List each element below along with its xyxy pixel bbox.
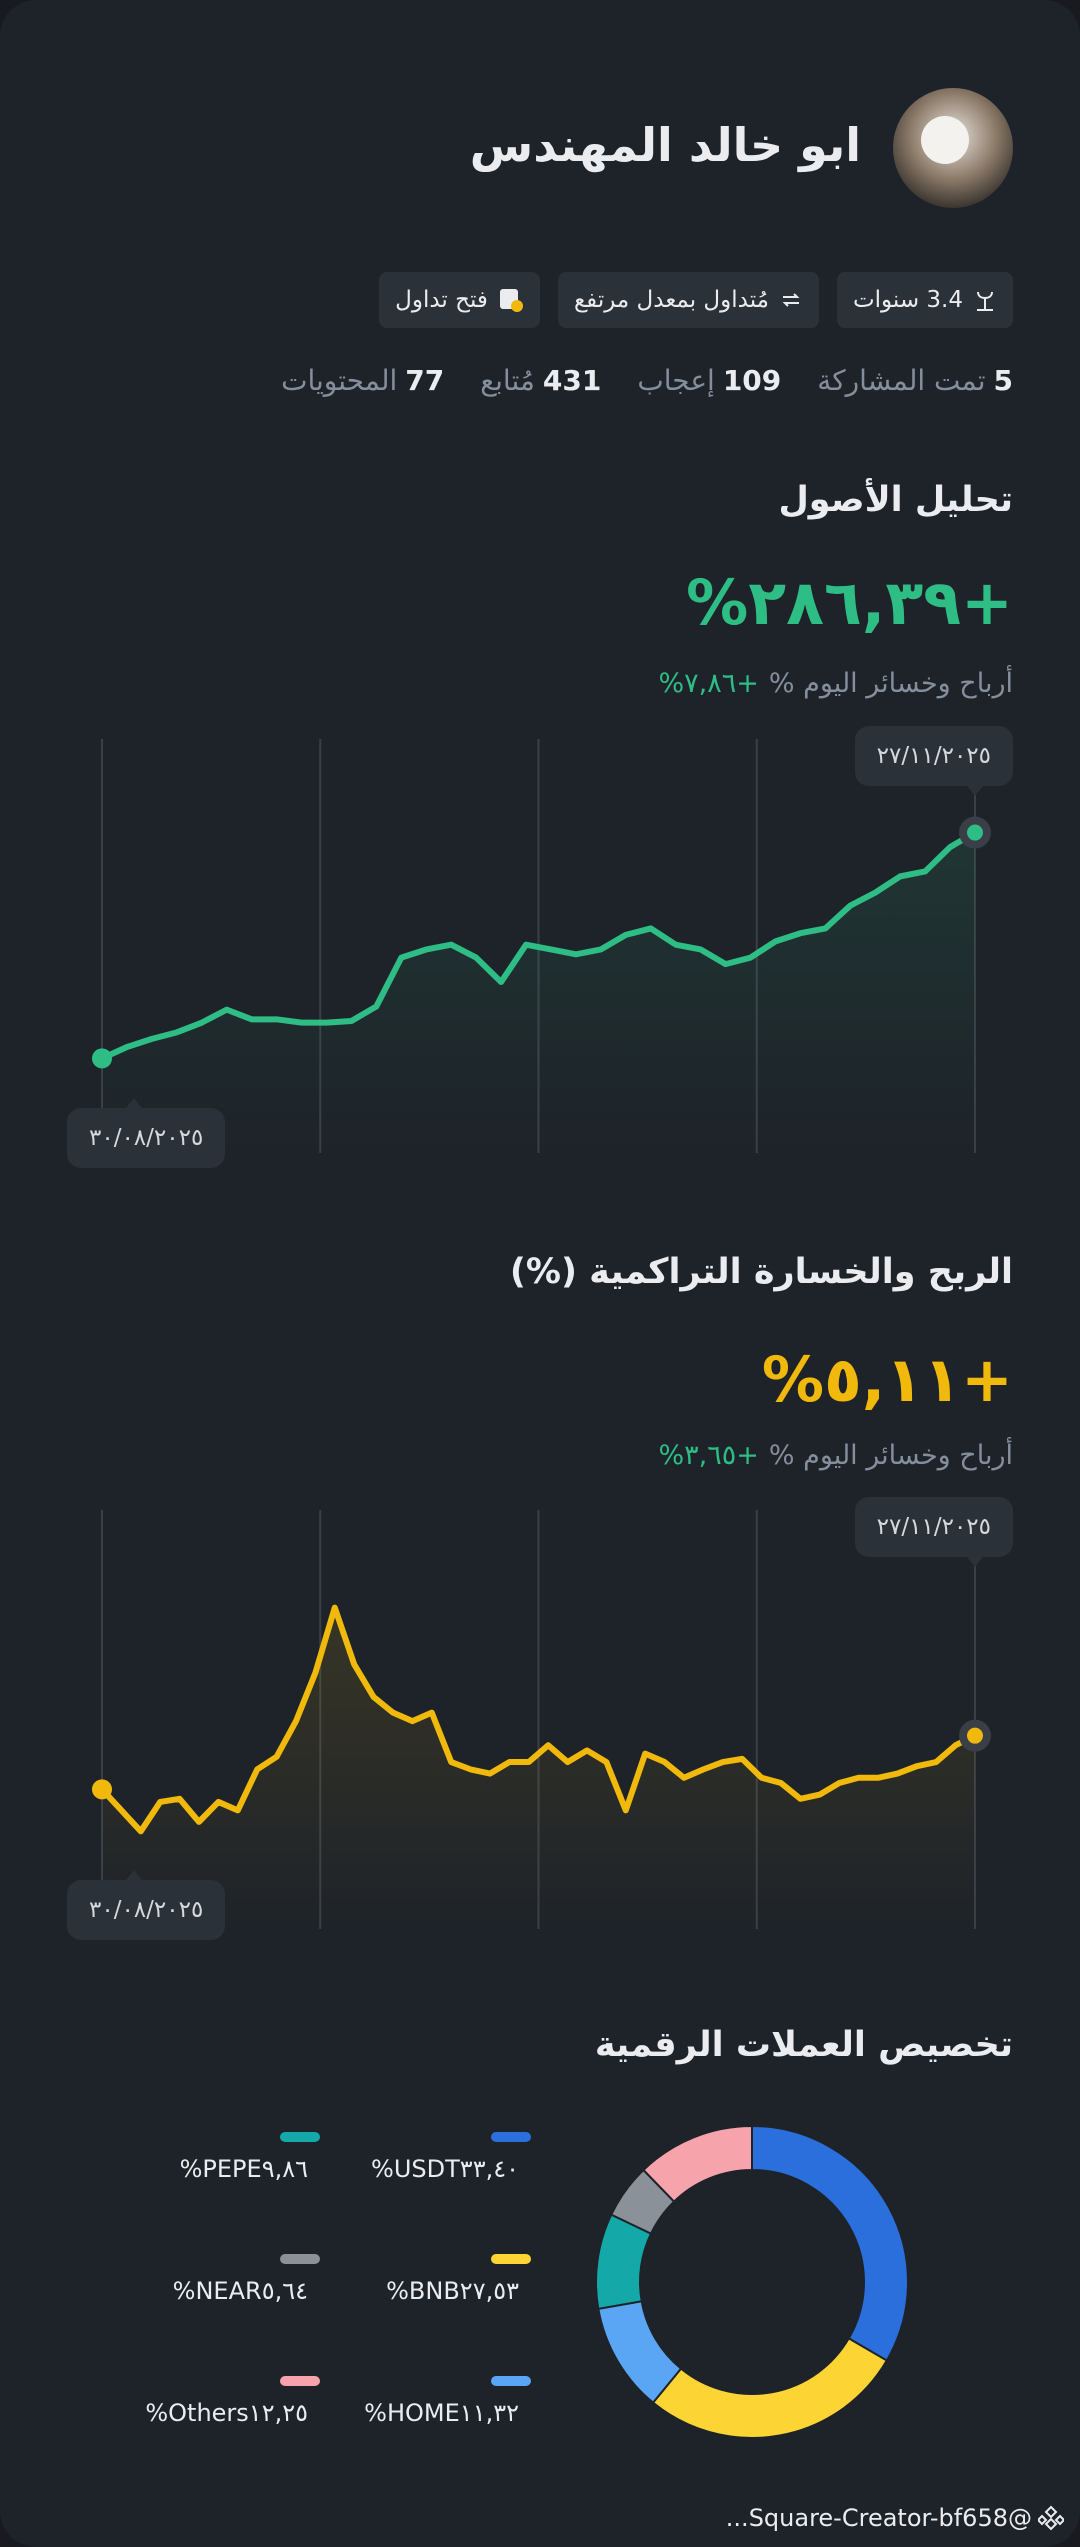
legend-swatch [491,2376,531,2386]
icon [782,293,800,307]
legend-entry: Others١٢,٢٥% [145,2399,320,2427]
end-point [967,824,983,841]
area [102,1607,975,1929]
stat-label: إعجاب [637,364,715,397]
legend-swatch [491,2254,531,2264]
legend-swatch [280,2132,320,2142]
slice [751,2124,910,2362]
pointer [967,786,983,796]
subtitle-text: أرباح وخسائر اليوم % [768,668,1013,699]
icon [499,289,523,312]
stat-value: 109 [722,364,782,397]
subtitle-value: +٣,٦٥% [658,1440,759,1471]
legend-name: USDT [393,2155,460,2183]
pointer [126,1870,142,1880]
subtitle-text: أرباح وخسائر اليوم % [768,1440,1013,1471]
legend-value: ٩,٨٦% [179,2155,308,2183]
badge: مُتداول بمعدل مرتفع [557,272,819,328]
stat-label: تمت المشاركة [817,364,986,397]
start-point [92,1779,112,1800]
badge-text: 3.4 سنوات [852,287,963,313]
stats: 5تمت المشاركة 109إعجاب 431مُتابع 77المحت… [281,364,1013,397]
badges: 3.4 سنوات مُتداول بمعدل مرتفع فتح تداول [379,272,1013,328]
stat: 109إعجاب [637,364,781,397]
stat: 5تمت المشاركة [817,364,1013,397]
profile-name[interactable]: ابو خالد المهندس [469,118,861,172]
legend-value: ١٢,٢٥% [145,2399,308,2427]
icon [977,291,993,311]
legend-entry: HOME١١,٣٢% [364,2399,531,2427]
stat[interactable]: 431مُتابع [480,364,601,397]
pointer [967,1557,983,1567]
legend-swatch [491,2132,531,2142]
headline: +٢٨٦,٣٩% [686,566,1013,639]
stat-value: 77 [405,364,445,397]
section-title: تحليل الأصول [778,480,1013,520]
subtitle: أرباح وخسائر اليوم % +٧,٨٦% [659,668,1013,699]
start-point [92,1048,112,1069]
subtitle: أرباح وخسائر اليوم % +٣,٦٥% [659,1440,1013,1471]
legend-value: ٣٣,٤٠% [371,2155,519,2183]
stat-value: 5 [993,364,1013,397]
legend-name: NEAR [195,2277,262,2305]
icon [1038,2505,1064,2531]
watermark: @Square-Creator-bf658... [726,2504,1064,2532]
slice [642,2124,753,2203]
line [99,1604,978,1835]
legend-swatch [280,2254,320,2264]
badge: 3.4 سنوات [836,272,1013,328]
end-point [967,1727,983,1744]
legend-value: ٥,٦٤% [172,2277,308,2305]
badge-text: فتح تداول [395,287,488,313]
section-title: تخصيص العملات الرقمية [594,2025,1013,2065]
subtitle-value: +٧,٨٦% [658,668,759,699]
stat-label: المحتويات [281,364,398,397]
badge-text: مُتداول بمعدل مرتفع [573,287,769,313]
legend-name: PEPE [202,2155,262,2183]
slice [651,2337,889,2439]
area [102,832,975,1153]
legend-name: HOME [386,2399,460,2427]
stat[interactable]: 77المحتويات [281,364,444,397]
watermark-text: @Square-Creator-bf658... [725,2504,1032,2532]
legend-swatch [280,2376,320,2386]
badge[interactable]: فتح تداول [379,272,540,328]
stat-label: مُتابع [480,364,535,397]
legend-entry: BNB٢٧,٥٣% [386,2277,531,2305]
stat-value: 431 [542,364,602,397]
legend-value: ٢٧,٥٣% [386,2277,519,2305]
legend-entry: PEPE٩,٨٦% [180,2155,320,2183]
line [99,829,978,1062]
legend-entry: NEAR٥,٦٤% [173,2277,320,2305]
avatar-detail [921,116,969,164]
date-label: ٣٠/٠٨/٢٠٢٥ [67,1880,226,1940]
date-label: ٢٧/١١/٢٠٢٥ [854,726,1013,786]
date-label: ٢٧/١١/٢٠٢٥ [854,1497,1013,1557]
legend-value: ١١,٣٢% [364,2399,519,2427]
pointer [126,1098,142,1108]
date-label: ٣٠/٠٨/٢٠٢٥ [67,1108,226,1168]
legend-name: Others [168,2399,249,2427]
section-title: الربح والخسارة التراكمية (%) [509,1252,1013,1292]
headline: +٥,١١% [761,1343,1013,1416]
legend-entry: USDT٣٣,٤٠% [371,2155,531,2183]
legend-name: BNB [408,2277,460,2305]
